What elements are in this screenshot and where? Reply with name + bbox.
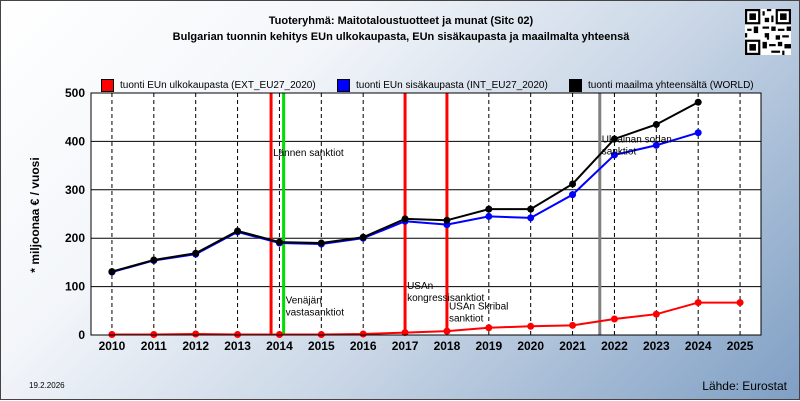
data-point — [694, 299, 702, 307]
legend-item-int: tuonti EUn sisäkaupasta (INT_EU27_2020) — [337, 79, 548, 92]
plot-border — [90, 92, 762, 336]
data-point — [317, 239, 325, 247]
date-stamp: 19.2.2026 — [29, 381, 65, 390]
x-tick-label: 2019 — [475, 339, 502, 353]
data-point — [569, 191, 577, 199]
x-tick-label: 2018 — [434, 339, 461, 353]
plot-area — [91, 93, 761, 335]
data-point — [569, 180, 577, 188]
y-tick-label: 0 — [78, 328, 85, 342]
x-tick-label: 2012 — [182, 339, 209, 353]
x-tick-label: 2025 — [727, 339, 754, 353]
data-point — [485, 205, 493, 213]
y-axis-label: * miljoonaa € / vuosi — [28, 157, 42, 273]
legend-swatch — [101, 79, 114, 92]
data-point — [359, 330, 367, 338]
x-tick-label: 2022 — [601, 339, 628, 353]
legend-label: tuonti maailma yhteensältä (WORLD) — [588, 80, 754, 91]
y-tick-label: 500 — [65, 86, 85, 100]
sanction-label: Venäjän vastasanktiot — [286, 296, 345, 319]
data-point — [150, 256, 158, 264]
sanction-label: USAn kongressisanktiot — [407, 281, 484, 304]
data-point — [485, 324, 493, 332]
x-tick-label: 2024 — [685, 339, 712, 353]
data-point — [610, 315, 618, 323]
data-point — [359, 233, 367, 241]
sanction-label: Ukrainan sodan sanktiot — [602, 134, 672, 157]
data-point — [694, 129, 702, 137]
x-tick-label: 2014 — [266, 339, 293, 353]
data-point — [527, 214, 535, 222]
data-point — [610, 151, 618, 159]
data-point — [485, 212, 493, 220]
data-point — [736, 299, 744, 307]
legend-label: tuonti EUn sisäkaupasta (INT_EU27_2020) — [356, 80, 548, 91]
data-point — [234, 227, 242, 235]
source-label: Lähde: Eurostat — [702, 379, 787, 393]
y-tick-label: 200 — [65, 231, 85, 245]
chart-title: Tuoteryhmä: Maitotaloustuotteet ja munat… — [268, 15, 534, 27]
data-point — [401, 215, 409, 223]
y-tick-label: 300 — [65, 183, 85, 197]
data-point — [275, 238, 283, 246]
sanction-label: USAn Skribal sanktiot — [449, 301, 508, 324]
series-line — [111, 301, 741, 336]
data-point — [192, 330, 200, 338]
x-tick-label: 2011 — [141, 339, 167, 353]
data-point — [443, 216, 451, 224]
data-point — [108, 268, 116, 276]
data-point — [192, 249, 200, 257]
chart-subtitle: Bulgarian tuonnin kehitys EUn ulkokaupas… — [172, 31, 630, 43]
data-point — [652, 310, 660, 318]
x-tick-label: 2020 — [517, 339, 544, 353]
x-tick-label: 2017 — [392, 339, 419, 353]
x-tick-label: 2016 — [350, 339, 377, 353]
legend-item-world: tuonti maailma yhteensältä (WORLD) — [569, 79, 754, 92]
data-point — [527, 322, 535, 330]
x-tick-label: 2010 — [99, 339, 126, 353]
data-point — [652, 120, 660, 128]
x-tick-label: 2023 — [643, 339, 670, 353]
legend-label: tuonti EUn ulkokaupasta (EXT_EU27_2020) — [120, 80, 316, 91]
data-point — [652, 141, 660, 149]
y-tick-label: 100 — [65, 280, 85, 294]
data-point — [610, 135, 618, 143]
x-tick-label: 2013 — [224, 339, 251, 353]
sanction-label: Lännen sanktiot — [273, 148, 344, 159]
data-point — [401, 329, 409, 337]
legend-swatch — [569, 79, 582, 92]
y-tick-label: 400 — [65, 134, 85, 148]
x-tick-label: 2015 — [308, 339, 335, 353]
data-point — [694, 98, 702, 106]
data-point — [527, 205, 535, 213]
legend-item-ext: tuonti EUn ulkokaupasta (EXT_EU27_2020) — [101, 79, 316, 92]
legend-swatch — [337, 79, 350, 92]
data-point — [443, 327, 451, 335]
data-point — [569, 321, 577, 329]
x-tick-label: 2021 — [559, 339, 586, 353]
qr-code-icon — [745, 9, 791, 55]
